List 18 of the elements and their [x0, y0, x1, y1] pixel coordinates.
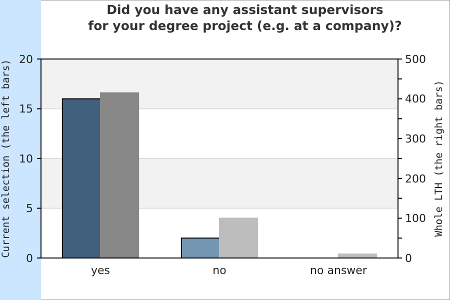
y2-tick-label: 300 — [405, 132, 426, 146]
y-tick-label: 5 — [26, 202, 33, 216]
y-tick-label: 10 — [19, 152, 33, 166]
bar — [219, 218, 258, 258]
y2-tick-label: 400 — [405, 92, 426, 106]
y2-axis-title: Whole LTH (the right bars) — [434, 80, 445, 237]
y-axis-title: Current selection (the left bars) — [1, 59, 12, 258]
y-tick-label: 15 — [19, 102, 33, 116]
y2-tick-label: 200 — [405, 172, 426, 186]
chart-title: Did you have any assistant supervisors for your degree project (e.g. at a company)? — [88, 2, 402, 33]
y2-tick-label: 100 — [405, 212, 426, 226]
y2-tick-label: 0 — [405, 252, 412, 265]
x-tick-label: yes — [90, 264, 110, 277]
y2-tick-label: 500 — [405, 52, 426, 66]
y-tick-label: 0 — [26, 252, 33, 265]
x-tick-label: no — [212, 264, 227, 277]
x-tick-label: no answer — [310, 264, 368, 277]
y-tick-label: 20 — [19, 52, 33, 66]
